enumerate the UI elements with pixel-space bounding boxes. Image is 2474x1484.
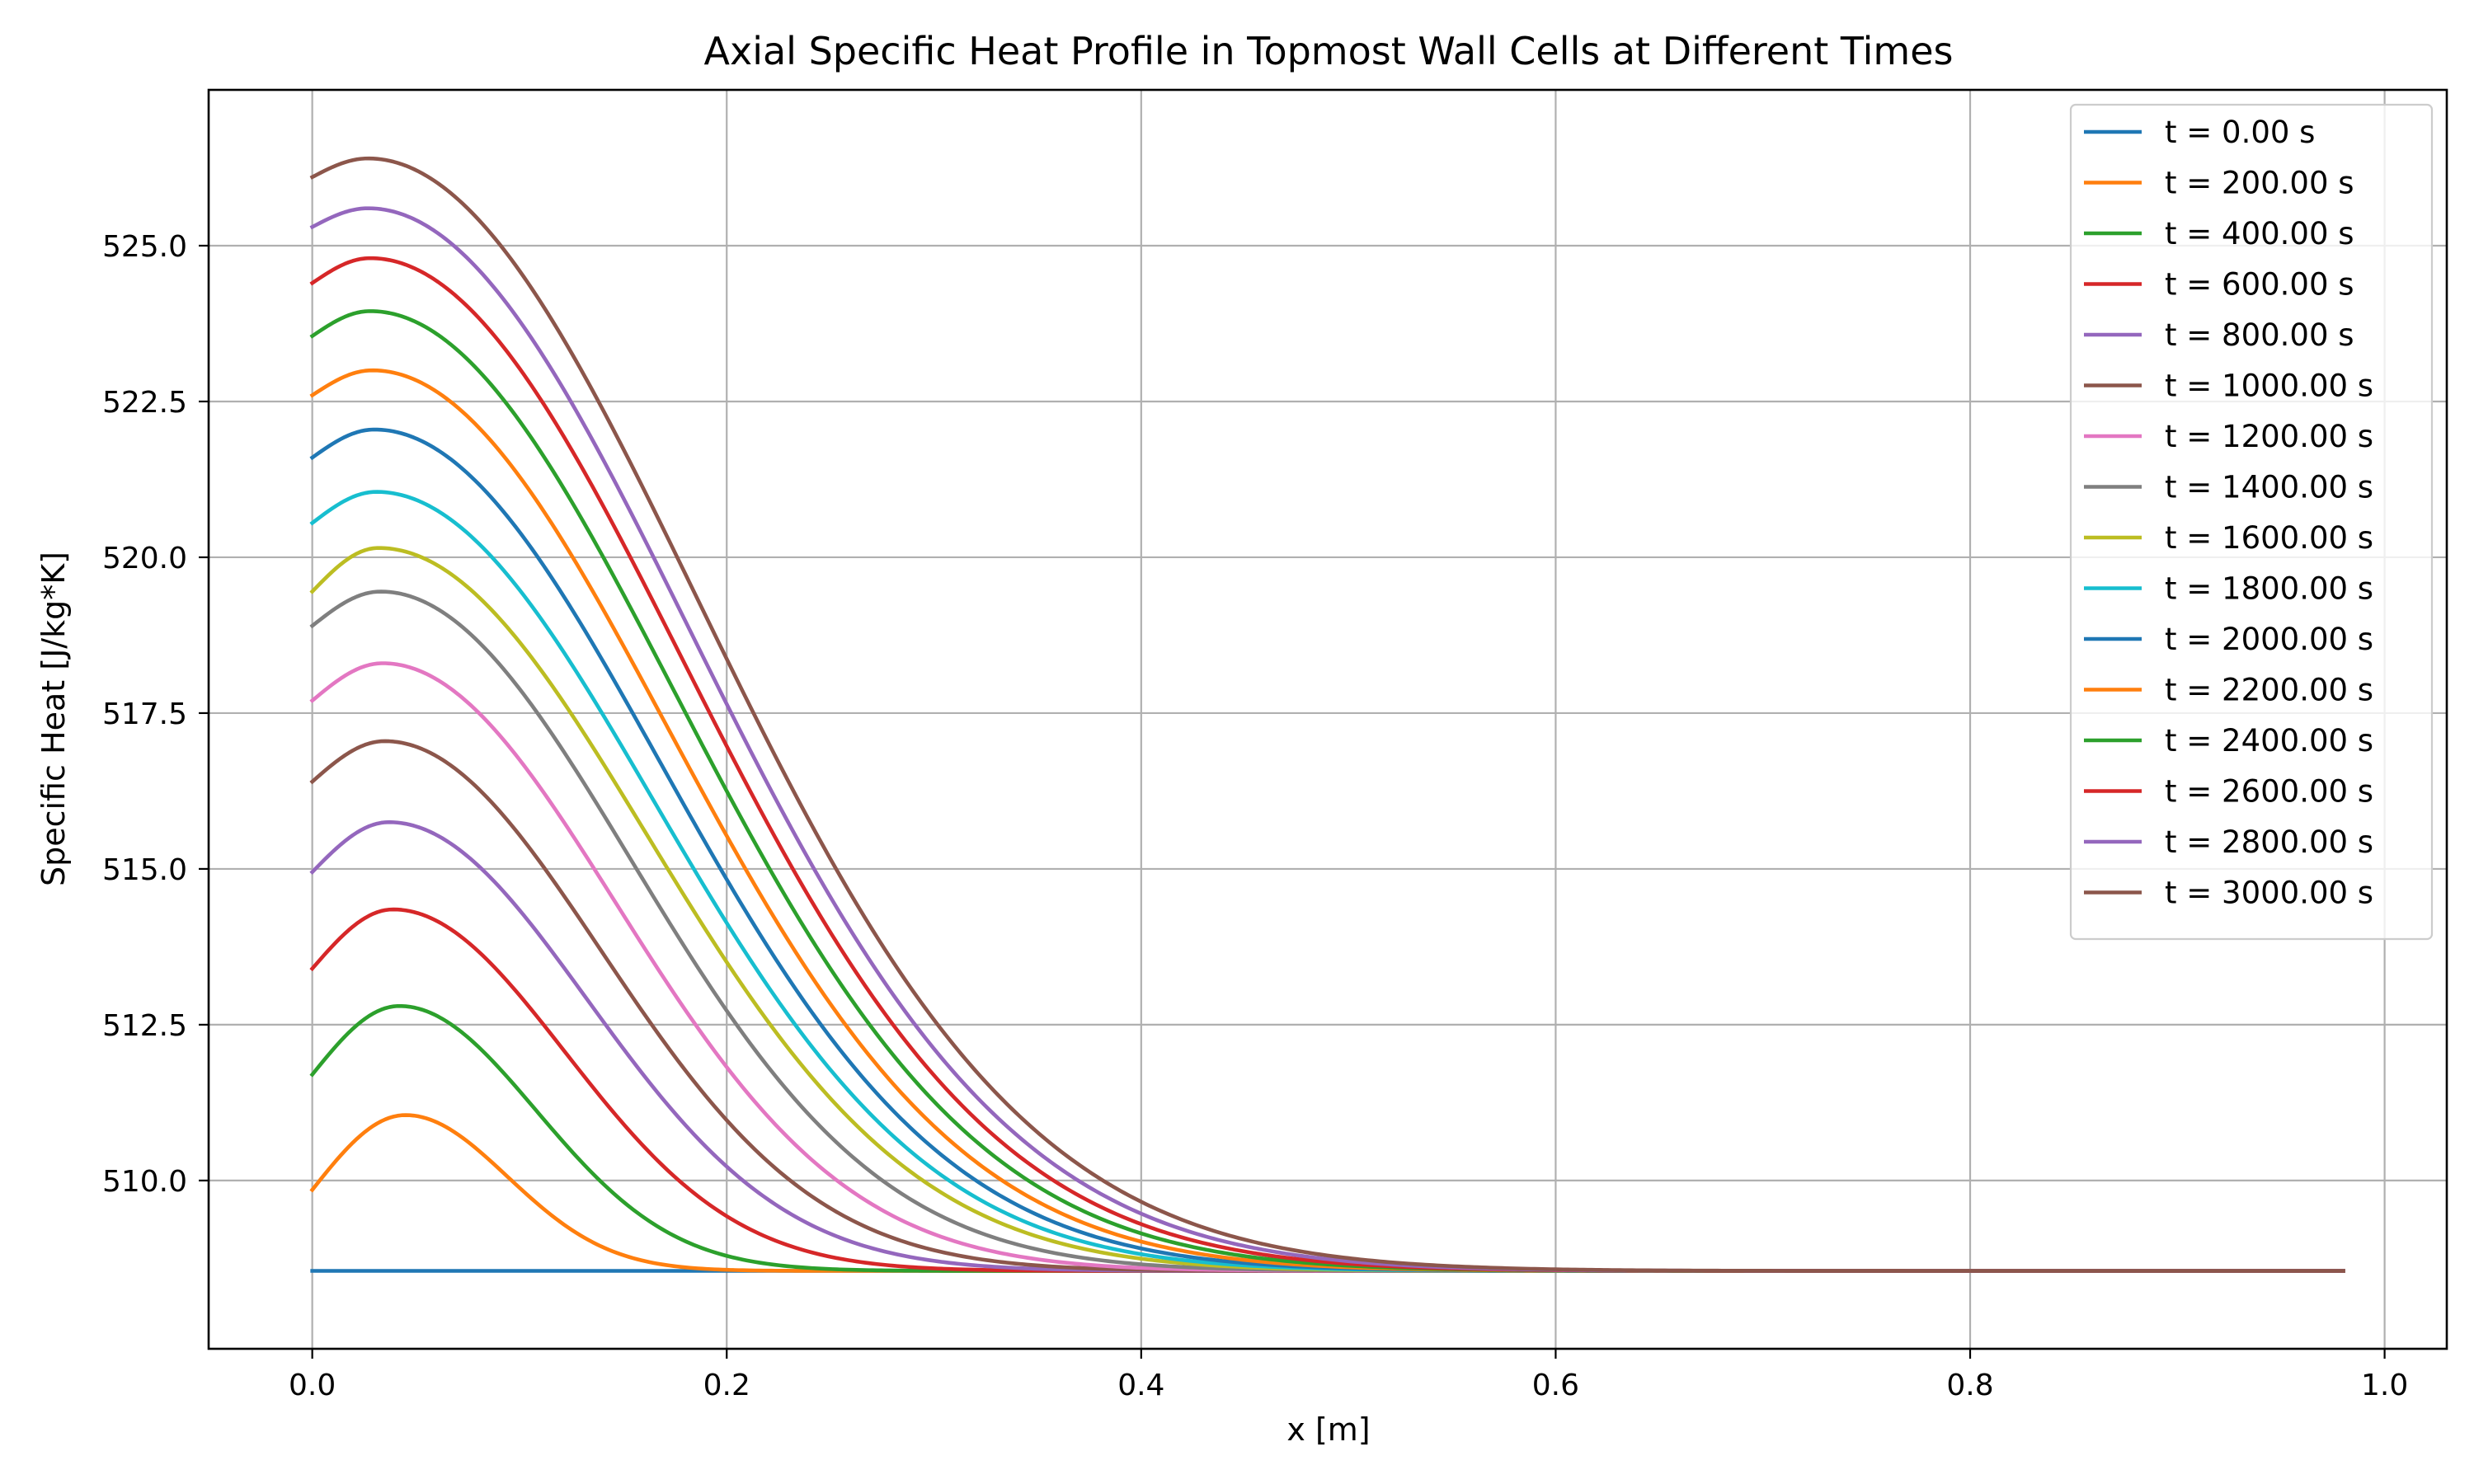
x-tick-label: 0.0 [289,1369,336,1402]
x-axis-label: x [m] [1286,1411,1370,1448]
x-tick-label: 0.4 [1117,1369,1164,1402]
legend-label: t = 600.00 s [2165,267,2354,303]
legend-label: t = 1600.00 s [2165,520,2373,556]
legend-label: t = 1800.00 s [2165,571,2373,607]
legend-label: t = 2400.00 s [2165,723,2373,758]
legend-label: t = 400.00 s [2165,216,2354,251]
legend-label: t = 800.00 s [2165,317,2354,353]
y-tick-label: 512.5 [102,1009,187,1043]
x-tick-label: 0.2 [703,1369,750,1402]
legend-label: t = 2000.00 s [2165,622,2373,657]
legend-label: t = 2600.00 s [2165,774,2373,810]
y-tick-label: 525.0 [102,230,187,264]
legend-box [2069,103,2434,941]
legend: t = 0.00 s t = 200.00 s t = 400.00 s t = 60… [2069,103,2434,941]
legend-label: t = 1000.00 s [2165,369,2373,404]
legend-label: t = 3000.00 s [2165,876,2373,911]
y-axis: 510.0 512.5 515.0 517.5 520.0 522.5 525.0 [102,230,209,1199]
legend-label: t = 1200.00 s [2165,419,2373,454]
legend-label: t = 0.00 s [2165,115,2315,150]
series-layer [309,156,2345,1273]
x-tick-label: 0.6 [1532,1369,1579,1402]
x-axis: 0.0 0.2 0.4 0.6 0.8 1.0 [289,1349,2408,1402]
legend-label: t = 1400.00 s [2165,470,2373,505]
legend-label: t = 2800.00 s [2165,824,2373,860]
x-tick-label: 1.0 [2361,1369,2408,1402]
series-line [309,156,2345,1273]
y-tick-label: 520.0 [102,542,187,575]
y-tick-label: 515.0 [102,853,187,887]
plot-frame [207,88,2448,1350]
y-tick-label: 522.5 [102,386,187,420]
y-tick-label: 510.0 [102,1165,187,1199]
legend-label: t = 2200.00 s [2165,673,2373,708]
legend-label: t = 200.00 s [2165,166,2354,201]
x-tick-label: 0.8 [1946,1369,1993,1402]
y-tick-label: 517.5 [102,697,187,731]
y-axis-label: Specific Heat [J/kg*K] [35,552,72,886]
chart-title: Axial Specific Heat Profile in Topmost W… [704,29,1954,73]
